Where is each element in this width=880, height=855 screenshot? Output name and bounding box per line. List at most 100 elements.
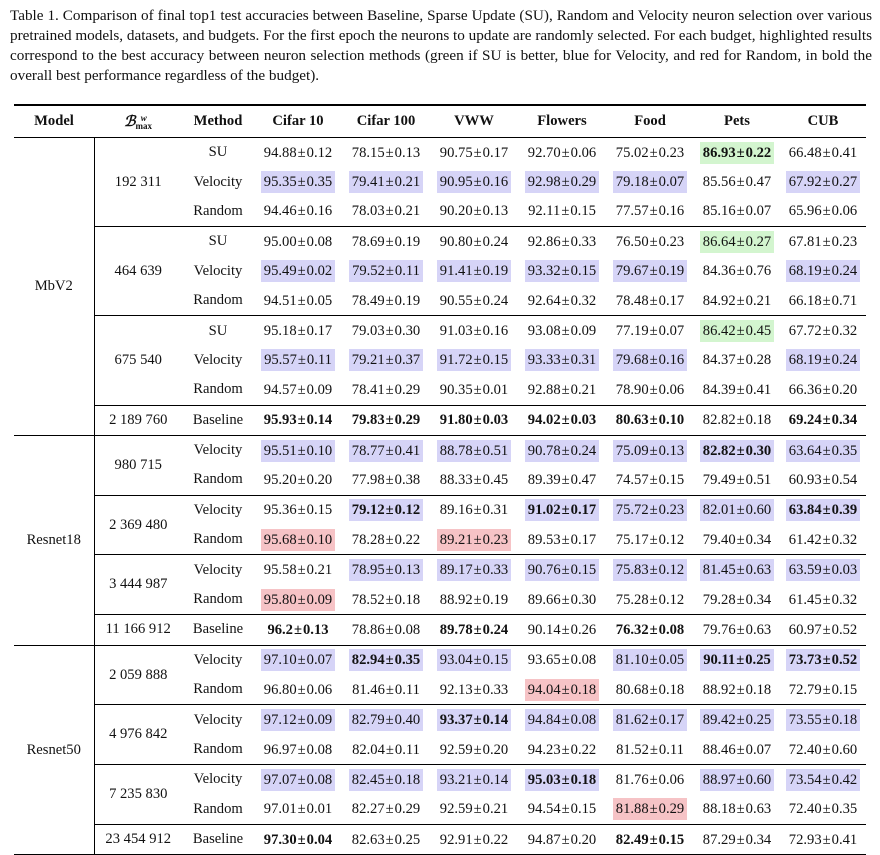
budget-value: 2 369 480 <box>93 495 182 555</box>
accuracy-mean: 78.41 <box>351 381 385 398</box>
plus-minus-glyph: ± <box>649 323 658 340</box>
accuracy-cell: 79.41±0.21 <box>342 167 430 196</box>
plus-minus-glyph: ± <box>297 233 306 250</box>
accuracy-std: 0.29 <box>394 801 421 818</box>
plus-minus-glyph: ± <box>297 144 306 161</box>
accuracy-mean: 87.29 <box>702 831 736 848</box>
model-name: MbV2 <box>34 277 73 294</box>
plus-minus-glyph: ± <box>561 681 570 698</box>
accuracy-mean: 96.2 <box>267 621 293 638</box>
table-row: 464 639 SU 95.00±0.08 78.69±0.19 90.80±0.24 9… <box>14 226 866 316</box>
accuracy-std: 0.17 <box>482 144 509 161</box>
accuracy-cell: 73.54±0.42 <box>780 765 866 795</box>
accuracy-cell: 95.49±0.02 <box>254 257 342 286</box>
accuracy-std: 0.35 <box>831 442 858 459</box>
accuracy-cell: 94.88±0.12 <box>254 138 342 168</box>
accuracy-std: 0.29 <box>394 381 421 398</box>
accuracy-cell: 95.68±0.10 <box>254 525 342 555</box>
accuracy-cell: 90.14±0.26 <box>518 615 606 645</box>
accuracy-cell: 95.18±0.17 <box>254 316 342 346</box>
accuracy-mean: 89.78 <box>439 621 473 638</box>
accuracy-cell: 90.76±0.15 <box>518 555 606 585</box>
accuracy-mean: 81.46 <box>352 681 385 698</box>
accuracy-cell: 93.37±0.14 <box>430 705 518 735</box>
accuracy-cell: 88.18±0.63 <box>694 795 780 825</box>
plus-minus-glyph: ± <box>736 412 745 429</box>
accuracy-std: 0.18 <box>394 591 421 608</box>
plus-minus-glyph: ± <box>649 621 658 638</box>
accuracy-cell: 93.32±0.15 <box>518 257 606 286</box>
plus-minus-glyph: ± <box>561 712 570 729</box>
accuracy-cell: 79.83±0.29 <box>342 405 430 435</box>
accuracy-std: 0.31 <box>482 502 509 519</box>
accuracy-mean: 66.18 <box>788 292 822 309</box>
method-name: Velocity <box>193 442 243 459</box>
accuracy-std: 0.28 <box>745 352 772 369</box>
plus-minus-glyph: ± <box>822 292 831 309</box>
plus-minus-glyph: ± <box>649 562 658 579</box>
accuracy-mean: 79.41 <box>351 174 385 191</box>
accuracy-mean: 79.40 <box>702 531 736 548</box>
accuracy-cell: 89.16±0.31 <box>430 495 518 525</box>
accuracy-cell: 94.04±0.18 <box>518 675 606 705</box>
table-row: 23 454 912 Baseline 97.30±0.04 82.63±0.25 92… <box>14 824 866 855</box>
accuracy-std: 0.45 <box>745 323 772 340</box>
accuracy-std: 0.21 <box>482 801 509 818</box>
accuracy-cell: 97.12±0.09 <box>254 705 342 735</box>
accuracy-std: 0.09 <box>306 381 333 398</box>
plus-minus-glyph: ± <box>561 531 570 548</box>
plus-minus-glyph: ± <box>385 681 394 698</box>
accuracy-cell: 88.33±0.45 <box>430 465 518 495</box>
accuracy-cell: 85.16±0.07 <box>694 197 780 227</box>
accuracy-cell: 91.80±0.03 <box>430 405 518 435</box>
accuracy-cell: 80.63±0.10 <box>606 405 694 435</box>
plus-minus-glyph: ± <box>297 741 306 758</box>
accuracy-std: 0.24 <box>831 352 858 369</box>
accuracy-std: 0.60 <box>745 502 772 519</box>
accuracy-std: 0.63 <box>745 562 772 579</box>
accuracy-std: 0.23 <box>658 144 685 161</box>
accuracy-mean: 81.62 <box>615 712 649 729</box>
accuracy-std: 0.22 <box>394 531 421 548</box>
plus-minus-glyph: ± <box>736 292 745 309</box>
plus-minus-glyph: ± <box>473 771 482 788</box>
method-name: Random <box>193 381 243 398</box>
accuracy-std: 0.32 <box>831 591 858 608</box>
accuracy-mean: 95.00 <box>263 233 297 250</box>
accuracy-mean: 90.20 <box>439 203 473 220</box>
accuracy-cell: 78.03±0.21 <box>342 197 430 227</box>
accuracy-std: 0.35 <box>394 652 421 669</box>
accuracy-mean: 94.88 <box>263 144 297 161</box>
plus-minus-glyph: ± <box>561 591 570 608</box>
plus-minus-glyph: ± <box>473 292 482 309</box>
accuracy-cell: 96.80±0.06 <box>254 675 342 705</box>
accuracy-std: 0.08 <box>306 741 333 758</box>
accuracy-std: 0.23 <box>658 233 685 250</box>
accuracy-mean: 75.17 <box>615 531 649 548</box>
accuracy-mean: 92.64 <box>527 292 561 309</box>
accuracy-std: 0.34 <box>745 591 772 608</box>
accuracy-cell: 92.11±0.15 <box>518 197 606 227</box>
table-row: 7 235 830 Velocity 97.07±0.08 82.45±0.18 93.… <box>14 764 866 825</box>
accuracy-cell: 67.81±0.23 <box>780 227 866 257</box>
plus-minus-glyph: ± <box>561 323 570 340</box>
table-row: Random 95.68±0.10 78.28±0.22 89.21±0.23 89.5… <box>14 525 866 555</box>
accuracy-std: 0.39 <box>831 502 858 519</box>
accuracy-mean: 90.11 <box>703 652 736 669</box>
accuracy-cell: 91.72±0.15 <box>430 346 518 375</box>
accuracy-cell: 65.96±0.06 <box>780 197 866 227</box>
plus-minus-glyph: ± <box>385 652 394 669</box>
accuracy-mean: 95.58 <box>263 562 297 579</box>
plus-minus-glyph: ± <box>473 741 482 758</box>
header-model: Model <box>34 113 74 129</box>
accuracy-cell: 79.68±0.16 <box>606 346 694 375</box>
accuracy-std: 0.60 <box>745 771 772 788</box>
accuracy-mean: 82.49 <box>615 831 649 848</box>
accuracy-cell: 81.45±0.63 <box>694 555 780 585</box>
plus-minus-glyph: ± <box>297 263 306 280</box>
plus-minus-glyph: ± <box>822 712 831 729</box>
accuracy-cell: 77.57±0.16 <box>606 197 694 227</box>
accuracy-cell: 81.62±0.17 <box>606 705 694 735</box>
accuracy-mean: 82.82 <box>702 442 736 459</box>
accuracy-std: 0.15 <box>658 471 685 488</box>
